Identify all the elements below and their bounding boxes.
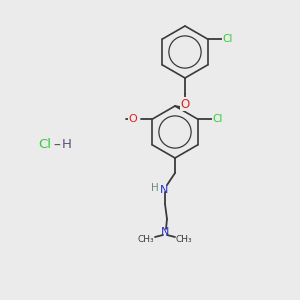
Text: CH₃: CH₃ — [138, 236, 154, 244]
Text: O: O — [180, 98, 190, 110]
Text: H: H — [151, 183, 159, 193]
Text: –: – — [54, 139, 60, 153]
Text: Cl: Cl — [212, 114, 223, 124]
Text: N: N — [160, 185, 168, 195]
Text: CH₃: CH₃ — [176, 236, 192, 244]
Text: N: N — [161, 227, 169, 237]
Text: Cl: Cl — [38, 139, 52, 152]
Text: H: H — [62, 139, 72, 152]
Text: O: O — [129, 114, 137, 124]
Text: Cl: Cl — [222, 34, 233, 44]
